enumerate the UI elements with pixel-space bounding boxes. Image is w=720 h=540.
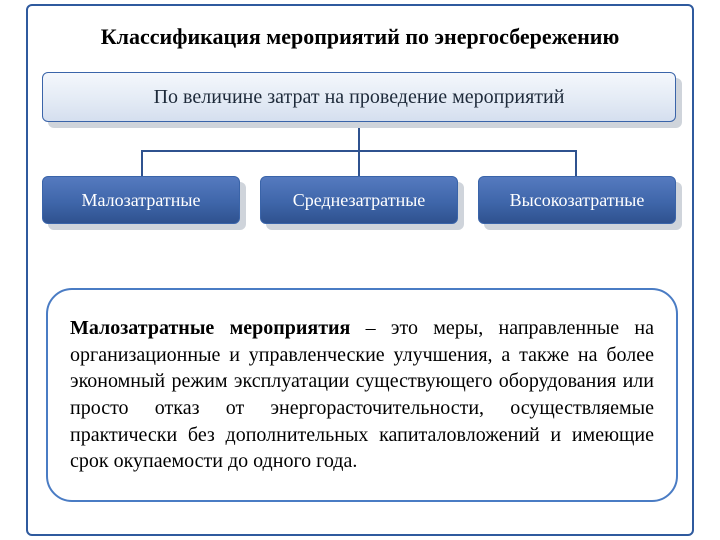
child-node-high-cost: Высокозатратные: [478, 176, 676, 224]
slide-title: Классификация мероприятий по энергосбере…: [0, 24, 720, 50]
connector-drop-right: [575, 150, 577, 176]
child-row: Малозатратные Среднезатратные Высокозатр…: [42, 176, 676, 224]
description-text: Малозатратные мероприятия – это меры, на…: [70, 315, 654, 475]
parent-node: По величине затрат на проведение меропри…: [42, 72, 676, 122]
child-node-label: Малозатратные: [42, 176, 240, 224]
connector-drop-left: [141, 150, 143, 176]
child-node-medium-cost: Среднезатратные: [260, 176, 458, 224]
connector-stem: [358, 128, 360, 150]
child-node-label: Высокозатратные: [478, 176, 676, 224]
parent-node-label: По величине затрат на проведение меропри…: [42, 72, 676, 122]
child-node-low-cost: Малозатратные: [42, 176, 240, 224]
child-node-label: Среднезатратные: [260, 176, 458, 224]
description-lead: Малозатратные мероприятия: [70, 317, 350, 339]
description-body: – это меры, направленные на организацион…: [70, 317, 654, 472]
connector-drop-mid: [358, 150, 360, 176]
description-callout: Малозатратные мероприятия – это меры, на…: [46, 288, 678, 502]
